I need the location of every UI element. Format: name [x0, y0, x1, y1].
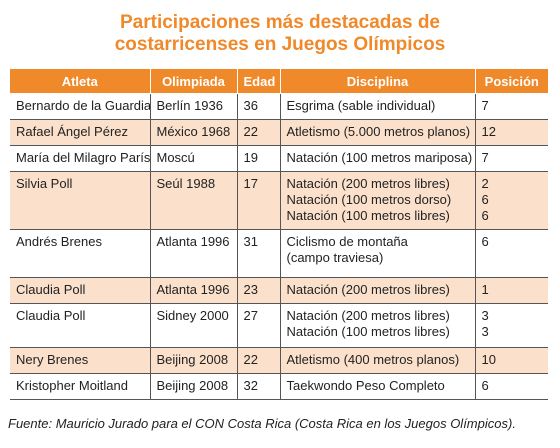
table-row: Kristopher Moitland Beijing 2008 32 Taekwon…	[10, 373, 548, 400]
table-row: Rafael Ángel Pérez México 1968 22 Atletismo…	[10, 119, 548, 146]
cell-line: 3	[481, 308, 489, 323]
source: Fuente: Mauricio Jurado para el CON Cost…	[8, 416, 516, 431]
table-cell: 22	[236, 347, 281, 374]
cell-line: 6	[481, 208, 489, 223]
table-cell: Rafael Ángel Pérez	[10, 119, 151, 146]
title-line: Participaciones más destacadas de	[120, 12, 440, 33]
table-cell: Seúl 1988	[149, 171, 238, 230]
table-cell: Atletismo (400 metros planos)	[279, 347, 476, 374]
cell-line: Ciclismo de montaña	[286, 234, 408, 249]
table-cell: Claudia Poll	[10, 277, 151, 304]
cell-line: 3	[481, 324, 489, 339]
table-cell: 6	[474, 373, 548, 400]
table-cell: Silvia Poll	[10, 171, 151, 230]
cell-line: 6	[481, 192, 489, 207]
table: Atleta Olimpiada Edad Disciplina Posición Be…	[10, 68, 548, 400]
header-cell: Olimpiada	[149, 68, 238, 94]
table-row: Claudia Poll Sidney 2000 27 Natación (200 m…	[10, 303, 548, 348]
table-cell: 19	[236, 145, 281, 172]
table-cell: Atlanta 1996	[149, 277, 238, 304]
table-row: Bernardo de la Guardia Berlín 1936 36 Esgri…	[10, 93, 548, 120]
table-cell: 12	[474, 119, 548, 146]
table-cell: 31	[236, 229, 281, 278]
cell-line: Natación (100 metros dorso)	[286, 192, 452, 207]
cell-line: Natación (200 metros libres)	[286, 308, 450, 323]
table-cell: 17	[236, 171, 281, 230]
table-cell: 23	[236, 277, 281, 304]
header-row: Atleta Olimpiada Edad Disciplina Posición	[10, 68, 548, 94]
table-cell: 22	[236, 119, 281, 146]
table-cell: Atlanta 1996	[149, 229, 238, 278]
table-cell: Natación (200 metros libres) Natación (10…	[279, 303, 476, 348]
table-body: Bernardo de la Guardia Berlín 1936 36 Esgri…	[10, 93, 548, 400]
cell-line: Natación (100 metros libres)	[286, 208, 450, 223]
table-cell: Natación (100 metros mariposa)	[279, 145, 476, 172]
table-cell: María del Milagro París	[10, 145, 151, 172]
table-cell: 6	[474, 229, 548, 278]
table-cell: Kristopher Moitland	[10, 373, 151, 400]
table-cell: 1	[474, 277, 548, 304]
title: Participaciones más destacadas de costarr…	[0, 12, 560, 56]
cell-line: Natación (200 metros libres)	[286, 176, 450, 191]
cell-line: 2	[481, 176, 489, 191]
table-cell: Bernardo de la Guardia	[10, 93, 151, 120]
table-cell: Sidney 2000	[149, 303, 238, 348]
table-cell: 10	[474, 347, 548, 374]
table-row: Nery Brenes Beijing 2008 22 Atletismo (400 …	[10, 347, 548, 374]
table-cell: México 1968	[149, 119, 238, 146]
table-cell: Moscú	[149, 145, 238, 172]
header-cell: Disciplina	[279, 68, 476, 94]
table-row: Andrés Brenes Atlanta 1996 31 Ciclismo de m…	[10, 229, 548, 278]
table-cell: 32	[236, 373, 281, 400]
table-cell: Nery Brenes	[10, 347, 151, 374]
table-cell: 7	[474, 145, 548, 172]
table-cell: Andrés Brenes	[10, 229, 151, 278]
table-cell: 36	[236, 93, 281, 120]
title-line: costarricenses en Juegos Olímpicos	[114, 34, 446, 55]
table-cell: Berlín 1936	[149, 93, 238, 120]
table-cell: Natación (200 metros libres) Natación (10…	[279, 171, 476, 230]
table-cell: Esgrima (sable individual)	[279, 93, 476, 120]
table-cell: Claudia Poll	[10, 303, 151, 348]
header-cell: Atleta	[10, 68, 151, 94]
table-cell: 7	[474, 93, 548, 120]
cell-line: Natación (100 metros libres)	[286, 324, 450, 339]
table-cell: Atletismo (5.000 metros planos)	[279, 119, 476, 146]
table-row: Claudia Poll Atlanta 1996 23 Natación (200 …	[10, 277, 548, 304]
cell-line: (campo traviesa)	[286, 250, 384, 265]
table-cell: 27	[236, 303, 281, 348]
table-cell: Ciclismo de montaña (campo traviesa)	[279, 229, 476, 278]
table-cell: Taekwondo Peso Completo	[279, 373, 476, 400]
table-cell: Natación (200 metros libres)	[279, 277, 476, 304]
header-cell: Posición	[474, 68, 548, 94]
table-row: Silvia Poll Seúl 1988 17 Natación (200 metr…	[10, 171, 548, 230]
header-cell: Edad	[236, 68, 281, 94]
table-row: María del Milagro París Moscú 19 Natación (…	[10, 145, 548, 172]
table-cell: Beijing 2008	[149, 347, 238, 374]
table-cell: Beijing 2008	[149, 373, 238, 400]
